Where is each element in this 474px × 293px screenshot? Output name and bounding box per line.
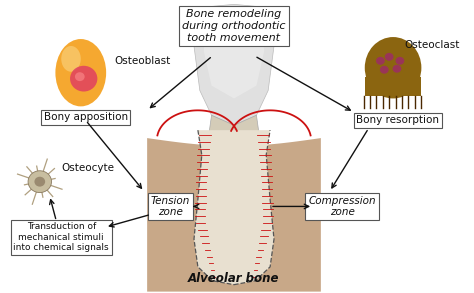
Ellipse shape [55, 39, 106, 106]
Ellipse shape [70, 66, 97, 91]
Polygon shape [204, 115, 264, 271]
Text: Osteocyte: Osteocyte [61, 163, 114, 173]
Text: Tension
zone: Tension zone [151, 196, 190, 217]
Text: Bone remodeling
during orthodontic
tooth movement: Bone remodeling during orthodontic tooth… [182, 9, 286, 42]
Ellipse shape [365, 37, 421, 98]
Text: Bony apposition: Bony apposition [44, 112, 128, 122]
Ellipse shape [61, 46, 81, 72]
Text: Bony resorption: Bony resorption [356, 115, 439, 125]
Ellipse shape [376, 57, 385, 65]
Text: Osteoblast: Osteoblast [114, 56, 170, 66]
Ellipse shape [35, 177, 45, 187]
Ellipse shape [28, 171, 52, 193]
Text: Osteoclast: Osteoclast [405, 40, 460, 50]
Text: Compression
zone: Compression zone [309, 196, 376, 217]
Ellipse shape [380, 66, 389, 74]
Text: Alveolar bone: Alveolar bone [188, 272, 280, 285]
Ellipse shape [75, 72, 85, 81]
Polygon shape [194, 130, 274, 285]
Polygon shape [204, 7, 264, 98]
Text: Transduction of
mechanical stimuli
into chemical signals: Transduction of mechanical stimuli into … [13, 222, 109, 252]
FancyBboxPatch shape [365, 77, 421, 96]
Ellipse shape [392, 65, 401, 73]
Ellipse shape [395, 57, 404, 65]
Polygon shape [147, 138, 321, 292]
Ellipse shape [385, 53, 393, 61]
Polygon shape [194, 4, 274, 125]
